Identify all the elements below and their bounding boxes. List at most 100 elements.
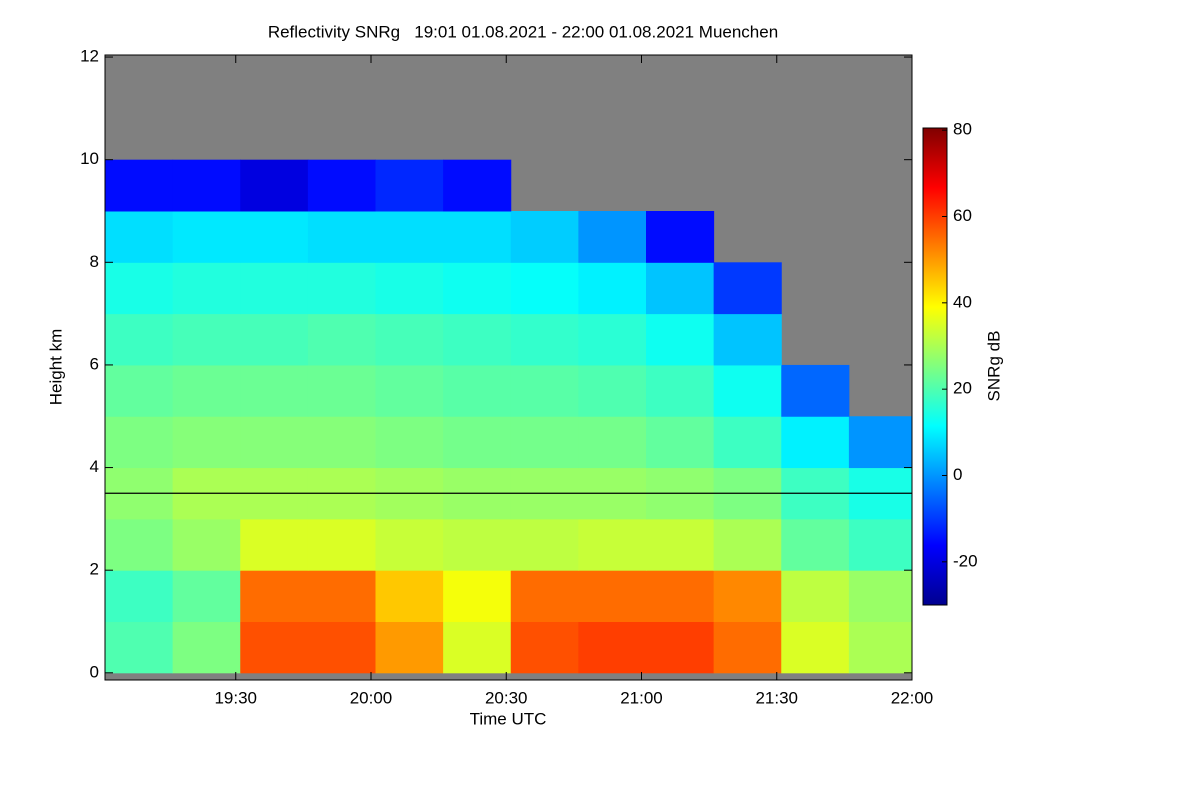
heatmap-cell — [240, 313, 309, 366]
plot-frame — [104, 54, 913, 681]
heatmap-cell — [240, 570, 309, 623]
heatmap-cell — [443, 313, 512, 366]
heatmap-cell — [105, 159, 174, 212]
y-axis-label: Height km — [46, 329, 65, 406]
heatmap-cell — [578, 364, 647, 417]
heatmap-cell — [713, 570, 782, 623]
heatmap-cell — [375, 518, 444, 571]
heatmap-cell — [240, 416, 309, 469]
heatmap-cell — [105, 518, 174, 571]
colorbar-tick-label: 60 — [953, 206, 972, 225]
heatmap-cell — [713, 416, 782, 469]
heatmap-cell — [578, 570, 647, 623]
heatmap-cell — [443, 416, 512, 469]
heatmap-cell — [307, 570, 377, 623]
heatmap-cell — [105, 364, 174, 417]
heatmap — [105, 159, 913, 674]
heatmap-cell — [172, 262, 241, 315]
heatmap-cell — [375, 159, 444, 212]
heatmap-cell — [172, 364, 241, 417]
heatmap-cell — [578, 262, 647, 315]
heatmap-cell — [307, 518, 377, 571]
colorbar — [922, 127, 948, 606]
heatmap-cell — [713, 518, 782, 571]
heatmap-cell — [443, 364, 512, 417]
heatmap-cell — [172, 210, 241, 263]
heatmap-cell — [307, 621, 377, 674]
x-tick-label: 20:00 — [350, 688, 393, 707]
colorbar-tick-label: 0 — [953, 465, 962, 484]
heatmap-cell — [578, 621, 647, 674]
heatmap-cell — [510, 621, 579, 674]
heatmap-cell — [713, 262, 782, 315]
heatmap-cell — [105, 210, 174, 263]
heatmap-cell — [375, 416, 444, 469]
colorbar-tick-label: 40 — [953, 292, 972, 311]
heatmap-cell — [240, 518, 309, 571]
heatmap-cell — [510, 364, 579, 417]
heatmap-cell — [375, 210, 444, 263]
heatmap-cell — [443, 621, 512, 674]
heatmap-cell — [240, 621, 309, 674]
heatmap-cell — [510, 416, 579, 469]
heatmap-cell — [443, 262, 512, 315]
heatmap-cell — [375, 313, 444, 366]
y-tick-label: 0 — [90, 662, 99, 681]
heatmap-cell — [646, 621, 715, 674]
heatmap-cell — [781, 621, 850, 674]
heatmap-cell — [172, 416, 241, 469]
heatmap-cell — [240, 159, 309, 212]
heatmap-cell — [713, 364, 782, 417]
heatmap-cell — [713, 313, 782, 366]
x-tick-label: 22:00 — [891, 688, 934, 707]
y-tick-label: 12 — [80, 47, 99, 66]
heatmap-cell — [105, 570, 174, 623]
heatmap-cell — [240, 210, 309, 263]
heatmap-cell — [646, 262, 715, 315]
heatmap-cell — [578, 518, 647, 571]
heatmap-cell — [848, 518, 913, 571]
heatmap-cell — [713, 621, 782, 674]
heatmap-cell — [848, 416, 913, 469]
heatmap-cell — [105, 262, 174, 315]
heatmap-cell — [646, 416, 715, 469]
heatmap-cell — [443, 210, 512, 263]
heatmap-cell — [646, 518, 715, 571]
x-tick-label: 21:00 — [620, 688, 663, 707]
heatmap-cell — [375, 364, 444, 417]
heatmap-cell — [172, 159, 241, 212]
heatmap-cell — [307, 364, 377, 417]
heatmap-cell — [307, 313, 377, 366]
heatmap-cell — [443, 159, 512, 212]
y-tick-label: 10 — [80, 149, 99, 168]
heatmap-cell — [375, 262, 444, 315]
heatmap-cell — [510, 262, 579, 315]
heatmap-cell — [781, 416, 850, 469]
heatmap-cell — [781, 570, 850, 623]
heatmap-cell — [646, 570, 715, 623]
heatmap-cell — [443, 518, 512, 571]
heatmap-cell — [240, 364, 309, 417]
heatmap-cell — [307, 262, 377, 315]
y-tick-label: 8 — [90, 252, 99, 271]
heatmap-cell — [781, 518, 850, 571]
heatmap-cell — [307, 416, 377, 469]
heatmap-cell — [510, 210, 579, 263]
chart-title: Reflectivity SNRg 19:01 01.08.2021 - 22:… — [268, 22, 778, 41]
colorbar-tick-label: -20 — [953, 551, 978, 570]
heatmap-cell — [105, 416, 174, 469]
heatmap-cell — [578, 313, 647, 366]
x-tick-label: 20:30 — [485, 688, 528, 707]
y-tick-label: 4 — [90, 457, 99, 476]
x-tick-label: 21:30 — [755, 688, 798, 707]
y-tick-label: 6 — [90, 354, 99, 373]
x-tick-label: 19:30 — [214, 688, 257, 707]
heatmap-cell — [510, 570, 579, 623]
heatmap-cell — [646, 210, 715, 263]
heatmap-cell — [848, 621, 913, 674]
heatmap-cell — [105, 313, 174, 366]
heatmap-cell — [848, 570, 913, 623]
colorbar-tick-label: 20 — [953, 379, 972, 398]
heatmap-cell — [240, 262, 309, 315]
